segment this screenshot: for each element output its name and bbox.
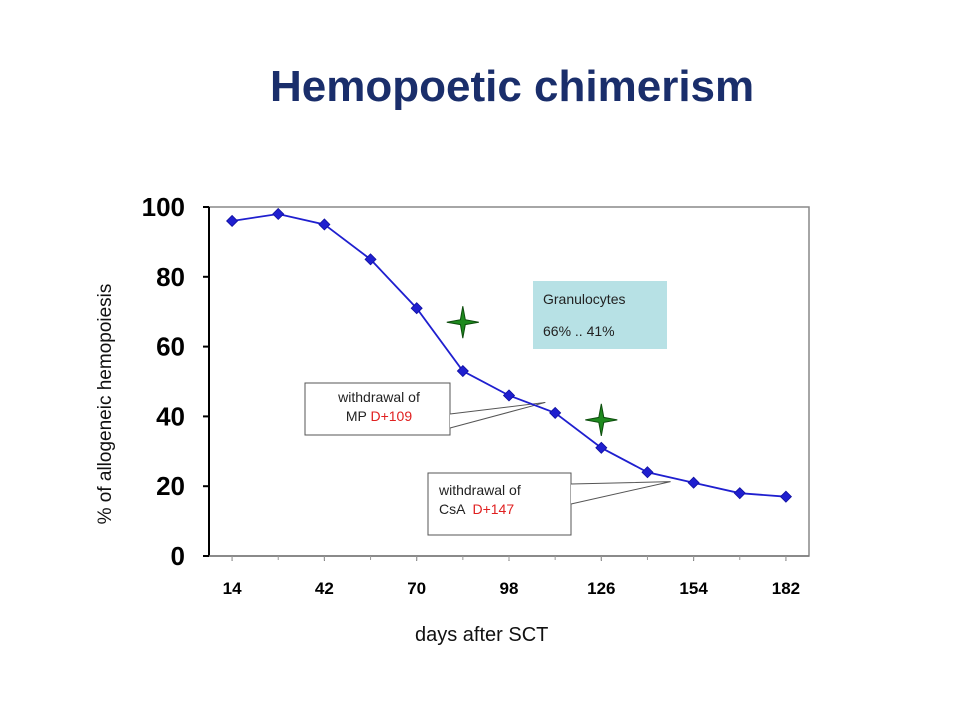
data-point [595,441,608,454]
y-tick-label: 100 [142,192,185,222]
annotation-csa-prefix: CsA [439,501,473,517]
page-title: Hemopoetic chimerism [270,62,755,111]
tick-labels: 0 20 40 60 80 100 14 42 70 98 126 154 182 [142,192,801,598]
x-tick-label: 42 [315,579,334,598]
data-point [272,207,285,221]
annotation-csa-text: withdrawal of CsA D+147 [439,481,569,519]
callout-box [304,382,451,436]
x-tick-label: 14 [223,579,242,598]
legend-box: Granulocytes 66% .. 41% [533,281,667,349]
callouts [304,382,671,536]
data-point [502,389,516,402]
annotation-mp-text: withdrawal of MP D+109 [318,388,440,426]
annotation-mp-line1: withdrawal of [338,389,420,405]
x-tick-label: 182 [772,579,800,598]
x-tick-label: 98 [500,579,519,598]
data-point [364,253,377,266]
y-tick-label: 20 [156,471,185,501]
legend-line-2: 66% .. 41% [543,323,615,339]
x-tick-label: 154 [679,579,708,598]
callout-box [427,472,572,536]
annotation-mp-prefix: MP [345,408,371,424]
x-axis-label: days after SCT [415,624,549,646]
annotation-mp-line2: MP D+109 [318,407,440,426]
data-point [318,218,331,231]
y-tick-label: 40 [156,401,185,431]
callout-tail [570,481,671,505]
series-line [231,213,786,498]
star-icon [446,306,479,339]
data-point [226,214,239,228]
data-point [410,302,423,315]
series-line-layer [231,213,786,498]
annotation-csa-line2: CsA D+147 [439,500,569,519]
data-point [779,490,792,503]
data-point [733,487,746,500]
y-axis-label: % of allogeneic hemopoiesis [95,283,116,525]
y-tick-label: 80 [156,262,185,292]
legend-line-1: Granulocytes [543,291,626,307]
annotation-mp-day: D+109 [370,408,413,424]
data-point [549,406,562,419]
data-point [456,364,469,378]
x-tick-label: 126 [587,579,615,598]
annotation-csa-day: D+147 [472,501,515,517]
axes [203,206,810,561]
y-tick-label: 0 [171,541,185,571]
x-tick-label: 70 [407,579,426,598]
y-tick-label: 60 [156,332,185,362]
data-point [641,466,654,479]
star-markers [446,306,618,436]
annotation-csa-line1: withdrawal of [439,482,521,498]
callout-tail [449,401,546,429]
star-icon [585,403,618,436]
data-points [226,207,792,503]
data-point [687,476,700,489]
